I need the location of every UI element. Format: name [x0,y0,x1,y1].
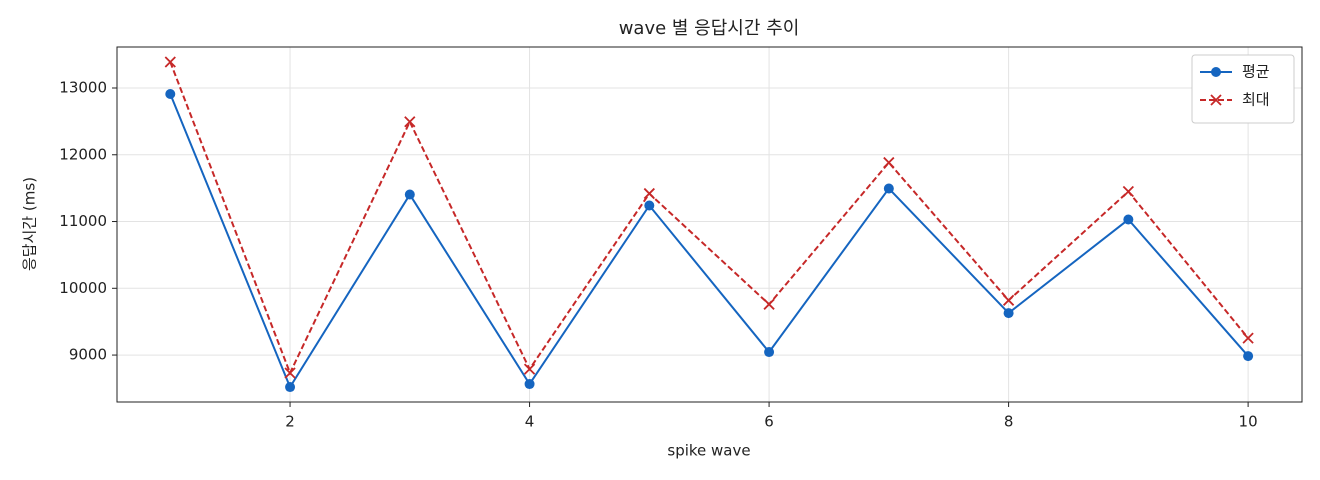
y-tick-label: 9000 [69,346,107,364]
marker [1242,332,1254,344]
marker [883,156,895,169]
marker [1243,351,1254,362]
legend-label: 최대 [1242,91,1270,109]
marker [883,183,894,194]
marker [404,116,416,128]
y-axis-label: 응답시간 (ms) [21,177,39,271]
marker [284,367,296,379]
marker [1003,308,1014,319]
marker [1210,94,1222,106]
plot-frame [116,46,1303,403]
marker [285,382,296,393]
x-tick-label: 6 [764,413,774,431]
marker [1002,294,1015,306]
marker [1122,185,1134,198]
marker [643,187,655,200]
marker [644,200,655,211]
chart-title: wave 별 응답시간 추이 [619,18,800,39]
y-tick-label: 13000 [59,78,107,96]
marker [1211,67,1221,77]
marker [524,379,535,390]
marker [404,189,415,200]
series-line [169,61,1249,376]
x-axis-label: spike wave [667,442,750,460]
marker [165,89,176,100]
x-tick-label: 10 [1239,413,1258,431]
marker [164,56,176,68]
series-line [169,93,1249,390]
legend-label: 평균 [1242,63,1270,81]
marker [764,347,775,358]
marker [763,298,775,310]
y-tick-label: 11000 [59,212,107,230]
x-tick-label: 4 [525,413,535,431]
y-tick-label: 12000 [59,145,107,163]
x-tick-label: 2 [285,413,295,431]
marker [1123,214,1134,225]
marker [523,363,536,375]
x-tick-label: 8 [1004,413,1014,431]
y-tick-label: 10000 [59,279,107,297]
